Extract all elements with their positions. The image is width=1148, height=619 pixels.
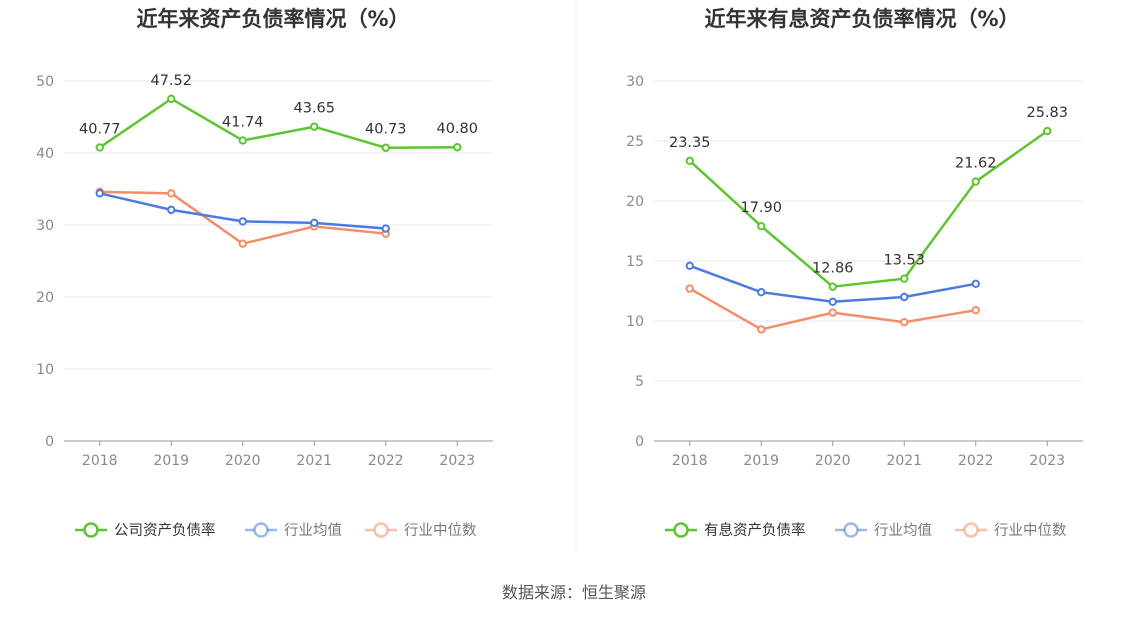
x-tick-label: 2022 [958, 453, 994, 469]
data-point[interactable] [828, 297, 837, 306]
legend-item[interactable]: 行业中位数 [365, 522, 477, 539]
data-point[interactable] [95, 189, 104, 198]
y-tick-label: 5 [635, 374, 644, 390]
data-label: 12.86 [812, 261, 854, 277]
y-tick-label: 25 [626, 134, 644, 150]
data-label: 40.73 [365, 122, 407, 138]
data-point[interactable] [900, 274, 909, 283]
data-point[interactable] [453, 143, 462, 152]
y-tick-label: 10 [36, 362, 54, 378]
y-tick-label: 20 [626, 194, 644, 210]
y-tick-label: 15 [626, 254, 644, 270]
chart-interest-bearing-debt-ratio: 近年来有息资产负债率情况（%） 0 5 10 15 20 25 30 2018 2019 2020 2… [626, 7, 1083, 539]
legend-item[interactable]: 公司资产负债率 [75, 522, 216, 539]
y-tick-label: 0 [635, 434, 644, 450]
source-note: 数据来源：恒生聚源 [502, 583, 646, 602]
y-tick-label: 50 [36, 74, 54, 90]
x-tick-label: 2022 [368, 453, 404, 469]
data-point[interactable] [238, 217, 247, 226]
legend-item[interactable]: 有息资产负债率 [665, 522, 806, 539]
data-point[interactable] [900, 292, 909, 302]
data-label: 40.80 [436, 121, 478, 137]
data-point[interactable] [757, 325, 766, 334]
data-point[interactable] [971, 177, 980, 186]
x-tick-label: 2018 [82, 453, 118, 469]
x-tick-label: 2018 [672, 453, 708, 469]
legend-item[interactable]: 行业中位数 [955, 522, 1067, 539]
y-tick-label: 30 [36, 218, 54, 234]
x-tick-label: 2023 [439, 453, 475, 469]
x-tick-label: 2021 [296, 453, 332, 469]
legend-label: 行业中位数 [404, 522, 477, 539]
data-point[interactable] [381, 143, 390, 152]
legend-marker-icon [843, 522, 859, 538]
legend-label: 公司资产负债率 [114, 522, 216, 539]
data-label: 25.83 [1026, 105, 1068, 121]
y-tick-label: 10 [626, 314, 644, 330]
data-label: 47.52 [150, 73, 192, 89]
data-label: 21.62 [955, 156, 997, 172]
y-tick-label: 0 [45, 434, 54, 450]
data-point[interactable] [167, 94, 176, 104]
data-point[interactable] [757, 222, 766, 231]
data-label: 23.35 [669, 135, 711, 151]
legend-label: 行业均值 [874, 522, 932, 539]
data-point[interactable] [310, 122, 319, 131]
x-tick-label: 2020 [815, 453, 851, 469]
legend-label: 有息资产负债率 [704, 522, 806, 539]
data-point[interactable] [685, 284, 694, 293]
legend-item[interactable]: 行业均值 [835, 522, 932, 539]
data-label: 40.77 [79, 121, 121, 137]
data-point[interactable] [685, 261, 694, 270]
data-label: 17.90 [740, 200, 782, 216]
series-group-0: 23.35 17.90 12.86 13.53 21.62 25.83 [669, 105, 1068, 291]
x-tick-label: 2020 [225, 453, 261, 469]
x-tick-label: 2019 [743, 453, 779, 469]
series-group-2 [685, 284, 980, 334]
chart-title: 近年来有息资产负债率情况（%） [704, 7, 1019, 31]
series-group-2 [95, 187, 390, 248]
data-point[interactable] [238, 136, 247, 145]
legend-label: 行业中位数 [994, 522, 1067, 539]
data-point[interactable] [757, 288, 766, 297]
x-tick-label: 2019 [153, 453, 189, 469]
legend-marker-icon [673, 522, 689, 538]
series-line [99, 97, 458, 149]
y-tick-label: 40 [36, 146, 54, 162]
legend-item[interactable]: 行业均值 [245, 522, 342, 539]
legend-marker-icon [373, 522, 389, 538]
y-tick-label: 30 [626, 74, 644, 90]
legend-marker-icon [963, 522, 979, 538]
data-point[interactable] [238, 239, 247, 248]
data-point[interactable] [828, 308, 837, 317]
data-point[interactable] [685, 156, 694, 166]
data-label: 13.53 [883, 253, 925, 269]
data-point[interactable] [167, 205, 176, 215]
series-group-0: 40.77 47.52 41.74 43.65 40.73 40.80 [79, 73, 478, 152]
data-point[interactable] [971, 279, 980, 288]
data-point[interactable] [310, 218, 319, 228]
legend-marker-icon [83, 522, 99, 538]
series-group-1 [685, 261, 980, 306]
chart-title: 近年来资产负债率情况（%） [136, 7, 409, 31]
data-point[interactable] [167, 189, 176, 198]
x-tick-label: 2023 [1029, 453, 1065, 469]
data-point[interactable] [828, 282, 837, 291]
data-point[interactable] [1043, 126, 1052, 136]
chart-debt-ratio: 近年来资产负债率情况（%） 0 10 20 30 40 50 2018 2019 2020 2021… [36, 7, 493, 539]
series-group-1 [95, 189, 390, 233]
data-point[interactable] [971, 306, 980, 315]
data-point[interactable] [381, 224, 390, 233]
data-label: 41.74 [222, 114, 264, 130]
data-point[interactable] [95, 143, 104, 152]
data-label: 43.65 [293, 101, 335, 117]
legend-label: 行业均值 [284, 522, 342, 539]
y-tick-label: 20 [36, 290, 54, 306]
data-point[interactable] [900, 318, 909, 327]
legend-marker-icon [253, 522, 269, 538]
x-tick-label: 2021 [886, 453, 922, 469]
series-line [688, 130, 1048, 288]
